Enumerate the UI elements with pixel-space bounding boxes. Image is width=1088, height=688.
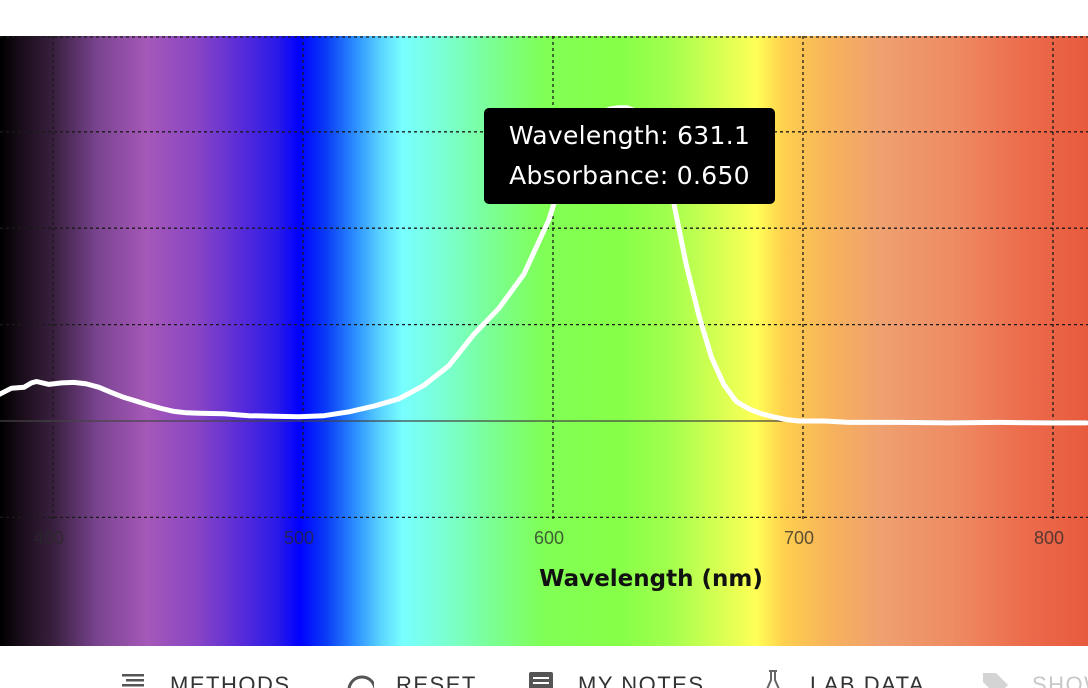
my-notes-button[interactable]: MY NOTES (526, 668, 705, 688)
spectrum-plot[interactable]: 400 500 600 700 800 Wavelength (nm) Waveleng… (0, 36, 1088, 646)
bottom-toolbar: METHODS RESET MY NOTES (0, 646, 1088, 688)
x-tick-label-700: 700 (784, 528, 814, 548)
lab-data-label: LAB DATA (810, 672, 926, 688)
my-notes-label: MY NOTES (578, 672, 705, 688)
show-button[interactable]: SHOW (980, 668, 1088, 688)
methods-button[interactable]: METHODS (118, 668, 291, 688)
x-tick-labels: 400 500 600 700 800 (34, 528, 1064, 548)
top-bar (0, 0, 1088, 36)
methods-label: METHODS (170, 672, 291, 688)
show-label: SHOW (1032, 672, 1088, 688)
x-tick-label-600: 600 (534, 528, 564, 548)
x-tick-label-800: 800 (1034, 528, 1064, 548)
notes-icon (526, 668, 556, 688)
tooltip-absorbance: Absorbance: 0.650 (509, 161, 750, 190)
data-tooltip: Wavelength: 631.1 Absorbance: 0.650 (484, 108, 775, 204)
flask-icon (758, 668, 788, 688)
absorbance-curve (0, 105, 1088, 426)
x-tick-label-400: 400 (34, 528, 64, 548)
reset-label: RESET (396, 672, 477, 688)
tooltip-wavelength: Wavelength: 631.1 (508, 121, 751, 150)
lab-data-button[interactable]: LAB DATA (758, 668, 925, 688)
x-axis-title: Wavelength (nm) (539, 566, 763, 592)
reset-icon (344, 668, 377, 688)
reset-button[interactable]: RESET (344, 668, 477, 688)
x-tick-label-500: 500 (284, 528, 314, 548)
tag-icon (980, 668, 1010, 688)
list-icon (118, 668, 148, 688)
